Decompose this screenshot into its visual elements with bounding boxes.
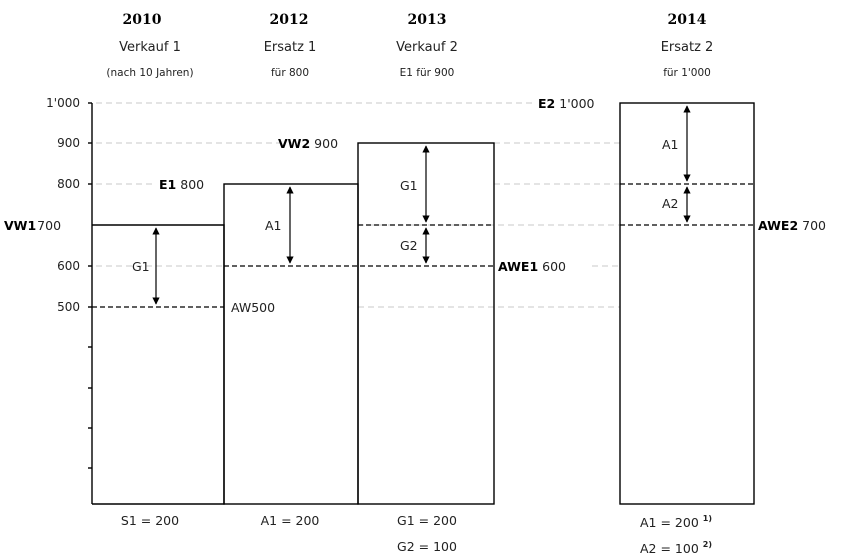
marker-value: 800 bbox=[180, 177, 204, 192]
footer-2014-line2: A2 = 100 2) bbox=[640, 540, 712, 556]
column-title: Ersatz 1 bbox=[264, 40, 317, 55]
label-g1-right: G1 bbox=[400, 178, 418, 193]
y-tick-label: 600 bbox=[57, 259, 80, 273]
marker-code: AWE2 bbox=[758, 218, 798, 233]
column-subtitle: für 800 bbox=[271, 67, 309, 79]
label-g1-left: G1 bbox=[132, 259, 150, 274]
y-tick-label: 800 bbox=[57, 177, 80, 191]
marker-code: VW2 bbox=[278, 136, 310, 151]
column-subtitle: für 1'000 bbox=[663, 67, 711, 79]
marker-e1: E1 800 bbox=[159, 177, 204, 192]
column-subtitle: (nach 10 Jahren) bbox=[106, 67, 193, 79]
footer-value: A2 = 100 bbox=[640, 541, 699, 556]
footer-2014-line1: A1 = 200 1) bbox=[640, 514, 712, 530]
column-header-2010: 2010 Verkauf 1 (nach 10 Jahren) bbox=[106, 12, 193, 79]
footer-2013-line1: G1 = 200 bbox=[397, 513, 457, 528]
marker-vw1: VW1700 bbox=[4, 218, 61, 233]
y-tick-label: 500 bbox=[57, 300, 80, 314]
footer-2013-line2: G2 = 100 bbox=[397, 539, 457, 554]
marker-value: 1'000 bbox=[559, 96, 594, 111]
column-title: Verkauf 2 bbox=[396, 40, 458, 55]
label-g2-right: G2 bbox=[400, 238, 418, 253]
column-header-2012: 2012 Ersatz 1 für 800 bbox=[264, 12, 317, 79]
marker-value: 700 bbox=[37, 218, 61, 233]
y-tick-label: 1'000 bbox=[46, 96, 80, 110]
marker-code: AWE1 bbox=[498, 259, 538, 274]
marker-value: 700 bbox=[802, 218, 826, 233]
marker-aw: AW500 bbox=[231, 300, 275, 315]
footnote-marker: 1) bbox=[703, 514, 712, 523]
footnote-marker: 2) bbox=[703, 540, 712, 549]
column-box-2010 bbox=[92, 224, 225, 505]
marker-vw2: VW2 900 bbox=[278, 136, 338, 151]
marker-awe2: AWE2 700 bbox=[758, 218, 826, 233]
marker-code: AW bbox=[231, 300, 251, 315]
marker-value: 900 bbox=[314, 136, 338, 151]
year-label: 2014 bbox=[668, 12, 707, 28]
footer-value: A1 = 200 bbox=[640, 515, 699, 530]
label-a1-far: A1 bbox=[662, 137, 679, 152]
footer-2010: S1 = 200 bbox=[121, 513, 179, 528]
marker-code: VW1 bbox=[4, 218, 36, 233]
column-title: Verkauf 1 bbox=[119, 40, 181, 55]
marker-awe1: AWE1 600 bbox=[498, 259, 566, 274]
year-label: 2010 bbox=[123, 12, 162, 28]
marker-value: 500 bbox=[251, 300, 275, 315]
column-box-2014 bbox=[619, 102, 755, 505]
label-a2-far: A2 bbox=[662, 196, 679, 211]
year-label: 2012 bbox=[270, 12, 309, 28]
column-title: Ersatz 2 bbox=[661, 40, 714, 55]
y-tick-label: 900 bbox=[57, 136, 80, 150]
marker-value: 600 bbox=[542, 259, 566, 274]
y-axis: 1'000 900 800 600 500 bbox=[46, 96, 93, 504]
column-box-2013 bbox=[357, 142, 495, 505]
marker-code: E1 bbox=[159, 177, 176, 192]
year-label: 2013 bbox=[408, 12, 447, 28]
column-subtitle: E1 für 900 bbox=[400, 67, 455, 79]
marker-code: E2 bbox=[538, 96, 555, 111]
marker-e2: E2 1'000 bbox=[538, 96, 595, 111]
column-box-2012 bbox=[223, 183, 359, 505]
label-a1-mid: A1 bbox=[265, 218, 282, 233]
footer-2012: A1 = 200 bbox=[261, 513, 320, 528]
column-header-2014: 2014 Ersatz 2 für 1'000 bbox=[661, 12, 714, 79]
column-header-2013: 2013 Verkauf 2 E1 für 900 bbox=[396, 12, 458, 79]
